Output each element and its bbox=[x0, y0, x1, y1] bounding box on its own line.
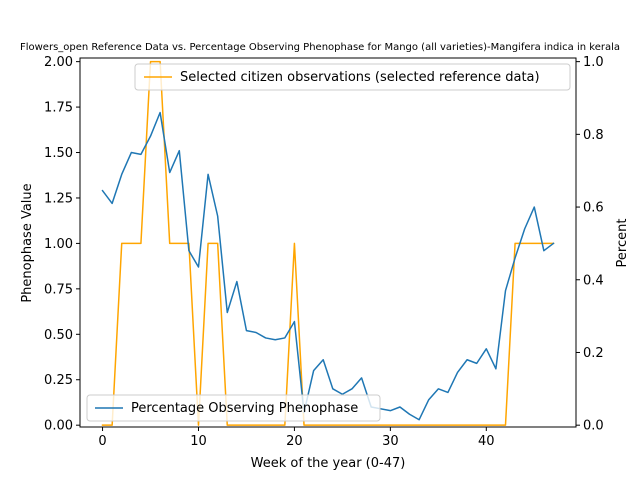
y-axis-right: 0.0 0.2 0.4 0.6 0.8 1.0 bbox=[576, 55, 604, 434]
legend-percentage-box bbox=[86, 394, 381, 422]
y-right-tick-label: 0.2 bbox=[583, 346, 604, 361]
y-left-tick-label: 1.25 bbox=[44, 191, 73, 206]
legend-citizen-box bbox=[134, 63, 571, 91]
y-right-tick-label: 0.6 bbox=[583, 201, 604, 216]
chart-title: Flowers_open Reference Data vs. Percenta… bbox=[20, 42, 620, 53]
legend-citizen-label: Selected citizen observations (selected … bbox=[180, 70, 540, 85]
y-axis-left-label: Phenophase Value bbox=[20, 183, 35, 302]
series-line-citizen-observations bbox=[101, 60, 555, 426]
y-left-tick-label: 1.50 bbox=[44, 146, 73, 161]
x-tick-label: 0 bbox=[98, 434, 106, 449]
legend-percentage-label: Percentage Observing Phenophase bbox=[131, 401, 358, 416]
legend-percentage: Percentage Observing Phenophase bbox=[86, 394, 381, 422]
legend-citizen: Selected citizen observations (selected … bbox=[134, 63, 571, 91]
plot-frame bbox=[79, 57, 577, 428]
x-axis-label: Week of the year (0-47) bbox=[251, 456, 406, 471]
series-layer bbox=[101, 60, 555, 426]
x-tick-label: 20 bbox=[286, 434, 303, 449]
x-tick-label: 40 bbox=[478, 434, 495, 449]
x-axis: 0 10 20 30 40 bbox=[98, 427, 495, 449]
y-left-tick-label: 0.25 bbox=[44, 373, 73, 388]
y-left-tick-label: 2.00 bbox=[44, 55, 73, 70]
y-right-tick-label: 0.0 bbox=[583, 419, 604, 434]
x-tick-label: 10 bbox=[190, 434, 207, 449]
y-axis-left: 0.00 0.25 0.50 0.75 1.00 1.25 1.50 1.75 2.00 bbox=[44, 55, 80, 434]
series-line-percentage-observing bbox=[101, 111, 555, 421]
y-left-tick-label: 0.75 bbox=[44, 282, 73, 297]
y-right-tick-label: 0.8 bbox=[583, 128, 604, 143]
y-axis-right-label: Percent bbox=[615, 219, 630, 268]
y-left-tick-label: 0.00 bbox=[44, 419, 73, 434]
y-left-tick-label: 0.50 bbox=[44, 328, 73, 343]
y-left-tick-label: 1.00 bbox=[44, 237, 73, 252]
y-right-tick-label: 1.0 bbox=[583, 55, 604, 70]
y-left-tick-label: 1.75 bbox=[44, 101, 73, 116]
x-tick-label: 30 bbox=[382, 434, 399, 449]
y-right-tick-label: 0.4 bbox=[583, 273, 604, 288]
